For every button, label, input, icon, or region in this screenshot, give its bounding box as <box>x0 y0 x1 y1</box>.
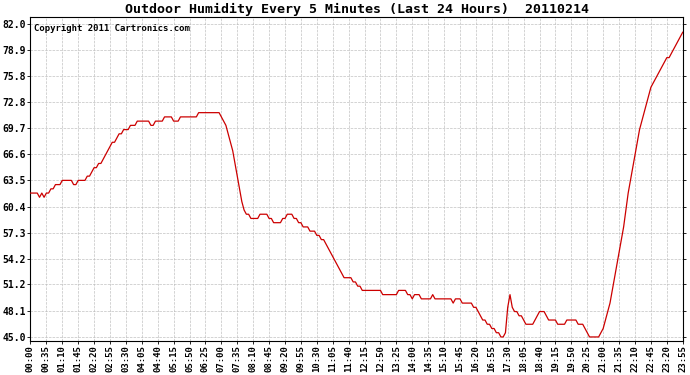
Text: Copyright 2011 Cartronics.com: Copyright 2011 Cartronics.com <box>34 24 190 33</box>
Title: Outdoor Humidity Every 5 Minutes (Last 24 Hours)  20110214: Outdoor Humidity Every 5 Minutes (Last 2… <box>125 3 589 16</box>
